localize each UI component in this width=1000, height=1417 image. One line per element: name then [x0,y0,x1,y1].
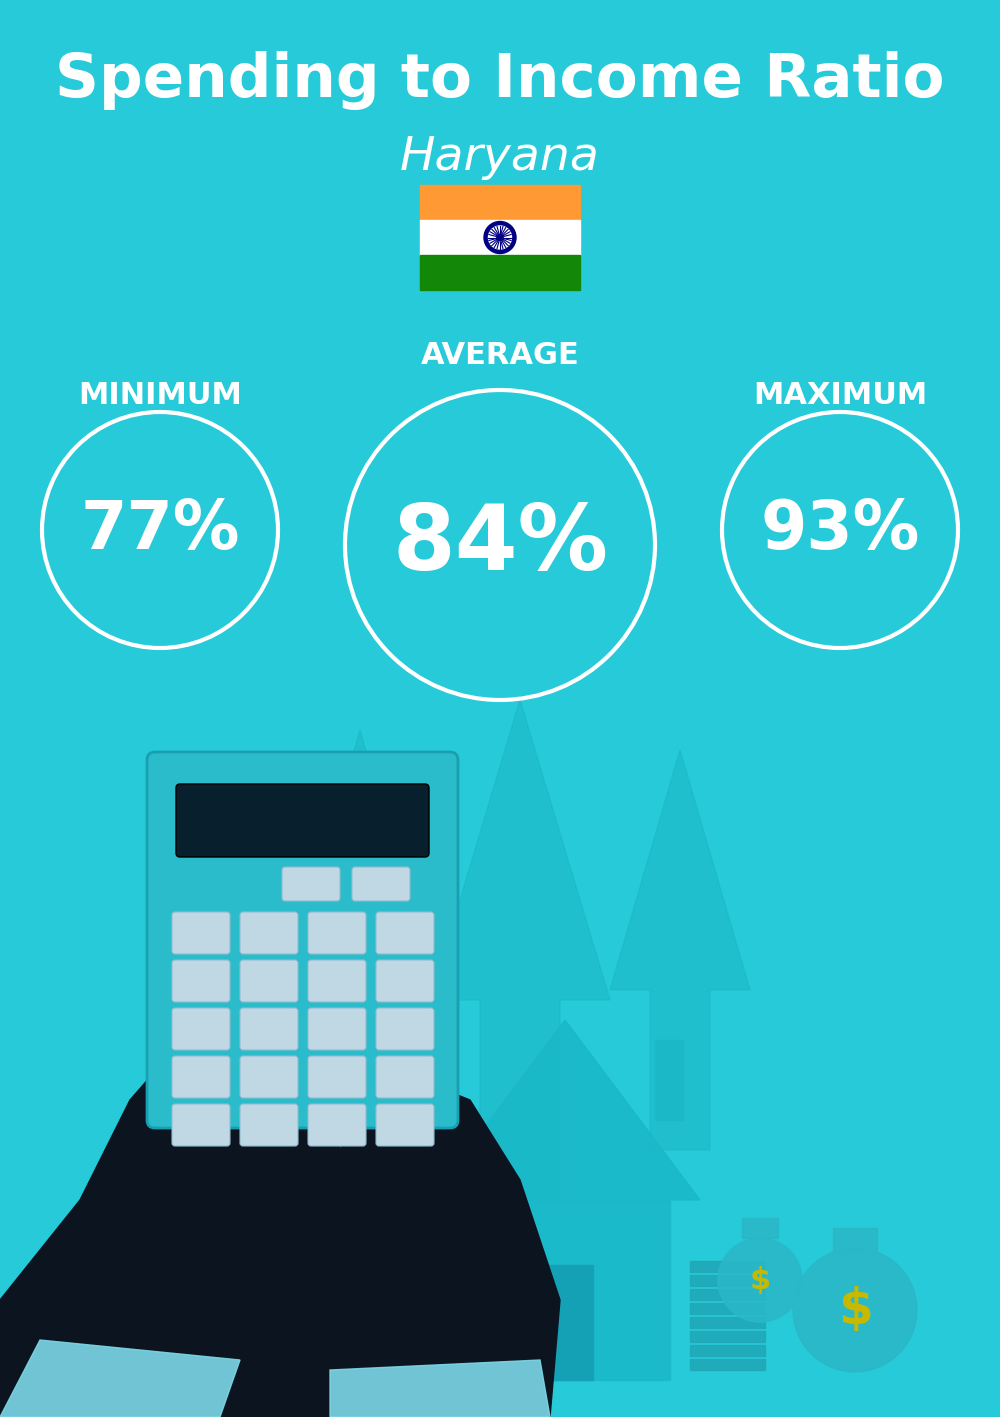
Polygon shape [330,1360,550,1417]
FancyBboxPatch shape [147,752,458,1128]
FancyBboxPatch shape [172,913,230,954]
FancyBboxPatch shape [376,1104,434,1146]
FancyBboxPatch shape [376,959,434,1002]
Bar [742,1219,778,1238]
FancyBboxPatch shape [376,1007,434,1050]
Text: $: $ [838,1287,872,1333]
Polygon shape [610,750,750,1151]
Text: 84%: 84% [392,502,608,589]
FancyBboxPatch shape [282,867,340,901]
FancyBboxPatch shape [308,1007,366,1050]
FancyBboxPatch shape [376,1056,434,1098]
Bar [420,186,580,220]
FancyBboxPatch shape [176,784,429,857]
Circle shape [488,225,512,249]
FancyBboxPatch shape [308,1104,366,1146]
Circle shape [718,1238,802,1322]
Bar [450,1200,670,1380]
Polygon shape [290,730,430,1151]
FancyBboxPatch shape [308,1056,366,1098]
Bar [690,1275,765,1287]
FancyBboxPatch shape [172,1104,230,1146]
FancyBboxPatch shape [352,867,410,901]
Text: MAXIMUM: MAXIMUM [753,381,927,410]
Polygon shape [0,1000,350,1417]
Bar [690,1316,765,1328]
Polygon shape [430,1020,700,1200]
Bar [690,1359,765,1370]
Bar [655,1040,683,1119]
FancyBboxPatch shape [240,1007,298,1050]
FancyBboxPatch shape [240,1056,298,1098]
Bar [420,255,580,290]
FancyBboxPatch shape [308,913,366,954]
Text: $: $ [749,1265,771,1295]
Bar [690,1289,765,1299]
Bar [690,1345,765,1356]
Polygon shape [0,1340,240,1417]
Bar [690,1261,765,1272]
Bar [690,1331,765,1342]
Circle shape [497,234,503,241]
FancyBboxPatch shape [172,1056,230,1098]
FancyBboxPatch shape [240,959,298,1002]
FancyBboxPatch shape [240,1104,298,1146]
Bar [690,1304,765,1314]
Text: 93%: 93% [760,497,920,563]
Bar [420,220,580,255]
Text: Haryana: Haryana [400,136,600,180]
Bar [528,1265,593,1380]
Circle shape [484,221,516,254]
Text: 77%: 77% [80,497,240,563]
Circle shape [793,1248,917,1372]
Text: Spending to Income Ratio: Spending to Income Ratio [55,51,945,109]
Polygon shape [280,1080,560,1417]
FancyBboxPatch shape [172,1007,230,1050]
FancyBboxPatch shape [376,913,434,954]
Text: AVERAGE: AVERAGE [421,340,579,370]
Text: MINIMUM: MINIMUM [78,381,242,410]
FancyBboxPatch shape [172,959,230,1002]
FancyBboxPatch shape [240,913,298,954]
Bar [833,1229,877,1253]
FancyBboxPatch shape [308,959,366,1002]
Polygon shape [430,700,610,1200]
